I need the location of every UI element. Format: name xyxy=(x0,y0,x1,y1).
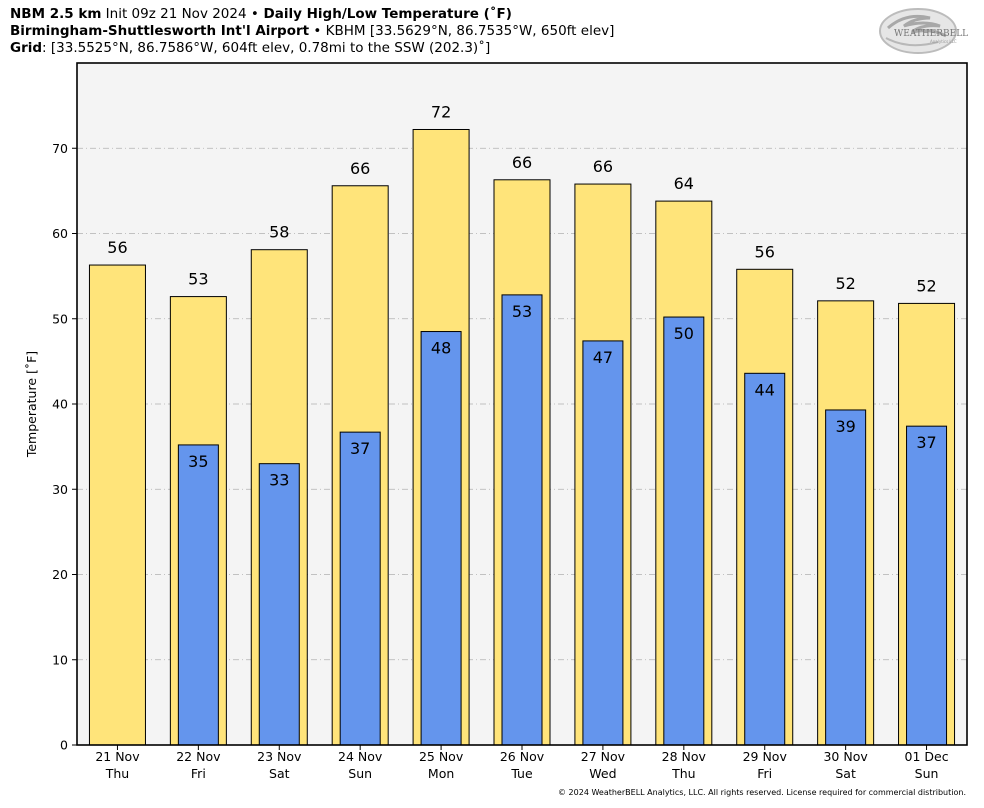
high-temp-label: 52 xyxy=(916,276,936,295)
high-temp-label: 66 xyxy=(350,159,370,178)
low-temp-bar xyxy=(663,316,705,746)
grid-label: Grid xyxy=(10,40,43,56)
high-temp-label: 64 xyxy=(674,174,694,193)
low-temp-bar xyxy=(420,331,462,746)
chart-title-line-2: Birmingham-Shuttlesworth Int'l Airport •… xyxy=(10,23,614,40)
y-axis: 0 10 20 30 40 50 60 70 xyxy=(52,141,77,753)
x-tick-day: Sun xyxy=(348,766,372,781)
low-temp-label: 50 xyxy=(674,324,694,343)
logo-text: WEATHERBELL xyxy=(894,29,968,39)
high-temp-label: 52 xyxy=(835,274,855,293)
low-temp-label: 47 xyxy=(593,348,613,367)
high-temp-label: 66 xyxy=(593,157,613,176)
x-tick-date: 27 Nov xyxy=(581,749,626,764)
high-temp-label: 58 xyxy=(269,223,289,242)
chart-title-line-1: NBM 2.5 km Init 09z 21 Nov 2024 • Daily … xyxy=(10,6,512,23)
x-tick-date: 25 Nov xyxy=(419,749,464,764)
chart-title-line-3: Grid: [33.5525°N, 86.7586°W, 604ft elev,… xyxy=(10,40,490,57)
weatherbell-logo: WEATHERBELL Analytics LLC xyxy=(879,8,968,54)
x-tick-date: 26 Nov xyxy=(500,749,545,764)
high-temp-bar xyxy=(88,264,146,746)
y-tick-label: 30 xyxy=(52,482,68,497)
low-temp-bar xyxy=(825,409,867,746)
low-temp-label: 35 xyxy=(188,452,208,471)
x-tick-date: 24 Nov xyxy=(338,749,383,764)
y-tick-label: 20 xyxy=(52,567,68,582)
x-tick-date: 30 Nov xyxy=(823,749,868,764)
low-temp-label: 44 xyxy=(755,380,775,399)
high-temp-label: 56 xyxy=(107,238,127,257)
y-tick-label: 0 xyxy=(60,738,68,753)
x-tick-date: 23 Nov xyxy=(257,749,302,764)
high-temp-label: 72 xyxy=(431,102,451,121)
x-tick-day: Thu xyxy=(105,766,129,781)
x-tick-day: Thu xyxy=(671,766,695,781)
y-tick-label: 50 xyxy=(52,311,68,326)
copyright-notice: © 2024 WeatherBELL Analytics, LLC. All r… xyxy=(558,788,966,797)
station-detail: KBHM [33.5629°N, 86.7535°W, 650ft elev] xyxy=(325,23,615,39)
low-temp-bar xyxy=(258,463,300,746)
low-temp-label: 48 xyxy=(431,339,451,358)
product-name: Daily High/Low Temperature (˚F) xyxy=(258,6,512,22)
x-tick-day: Fri xyxy=(757,766,772,781)
low-temp-label: 53 xyxy=(512,302,532,321)
logo-subtext: Analytics LLC xyxy=(930,39,957,44)
x-tick-day: Wed xyxy=(589,766,616,781)
y-tick-label: 10 xyxy=(52,652,68,667)
x-axis: 21 Nov Thu 22 Nov Fri 23 Nov Sat 24 Nov Sun 25 N… xyxy=(95,745,949,781)
low-temp-label: 39 xyxy=(835,417,855,436)
grid-detail: : [33.5525°N, 86.7586°W, 604ft elev, 0.7… xyxy=(42,40,491,56)
low-temp-label: 37 xyxy=(916,433,936,452)
x-tick-day: Fri xyxy=(191,766,206,781)
low-temp-bar xyxy=(582,340,624,746)
x-tick-day: Sat xyxy=(269,766,290,781)
x-tick-day: Sat xyxy=(835,766,856,781)
high-temp-label: 66 xyxy=(512,153,532,172)
model-name: NBM 2.5 km xyxy=(10,6,102,22)
low-temp-bar xyxy=(501,294,543,746)
high-temp-label: 56 xyxy=(755,242,775,261)
y-axis-label: Temperature [˚F] xyxy=(24,351,39,458)
y-tick-label: 70 xyxy=(52,141,68,156)
x-tick-date: 21 Nov xyxy=(95,749,140,764)
x-tick-date: 28 Nov xyxy=(662,749,707,764)
station-name: Birmingham-Shuttlesworth Int'l Airport xyxy=(10,23,310,39)
separator: • xyxy=(250,6,259,22)
low-temp-bar xyxy=(744,372,786,746)
low-temp-bar xyxy=(339,431,381,746)
high-temp-label: 53 xyxy=(188,270,208,289)
low-temp-bar xyxy=(906,425,948,746)
low-temp-label: 37 xyxy=(350,439,370,458)
separator: • xyxy=(309,23,326,39)
y-tick-label: 40 xyxy=(52,397,68,412)
x-tick-day: Tue xyxy=(510,766,533,781)
x-tick-day: Mon xyxy=(428,766,454,781)
low-temperature-bars xyxy=(177,294,948,746)
x-tick-date: 01 Dec xyxy=(905,749,949,764)
low-temp-label: 33 xyxy=(269,471,289,490)
low-temp-bar xyxy=(177,444,219,746)
y-tick-label: 60 xyxy=(52,226,68,241)
x-tick-day: Sun xyxy=(915,766,939,781)
value-labels: 56 53 35 58 33 66 37 72 48 66 53 66 47 64 50 56 44 52 39 52… xyxy=(107,102,936,489)
x-tick-date: 22 Nov xyxy=(176,749,221,764)
init-time: Init 09z 21 Nov 2024 xyxy=(101,6,251,22)
x-tick-date: 29 Nov xyxy=(743,749,788,764)
